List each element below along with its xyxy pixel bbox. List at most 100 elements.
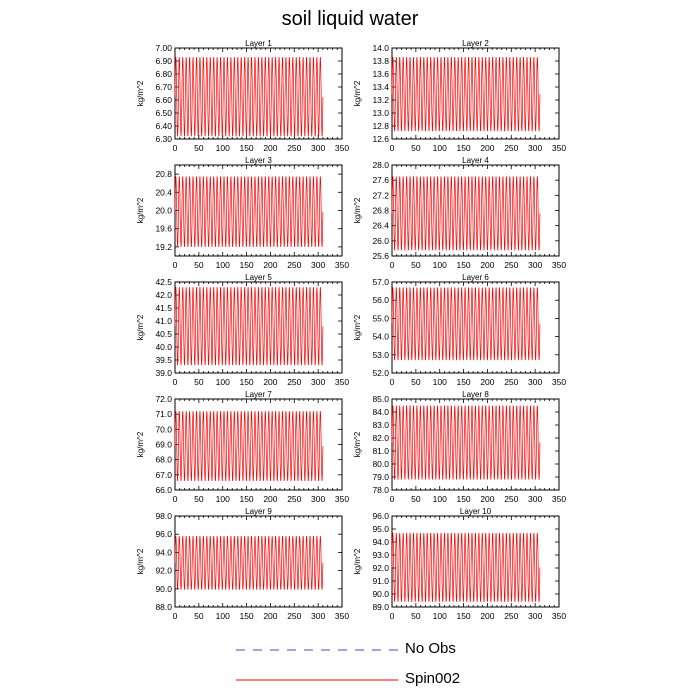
layer-2-ytick-label: 12.8 xyxy=(372,121,389,131)
layer-3-ytick-label: 19.2 xyxy=(155,242,172,252)
layer-5-xtick-label: 50 xyxy=(194,377,204,387)
layer-9-xtick-label: 50 xyxy=(194,611,204,621)
layer-1-xtick-label: 150 xyxy=(239,143,253,153)
layer-1-ytick-label: 6.30 xyxy=(155,134,172,144)
layer-7-xtick-label: 200 xyxy=(263,494,277,504)
layer-10-xtick-label: 200 xyxy=(480,611,494,621)
layer-3-ytick-label: 20.0 xyxy=(155,206,172,216)
layer-9-frame xyxy=(174,515,343,608)
layer-3-xtick-label: 0 xyxy=(173,260,178,270)
layer-3-ylabel: kg/m^2 xyxy=(136,197,145,223)
layer-8-xtick-label: 300 xyxy=(528,494,542,504)
layer-7-ytick-label: 67.0 xyxy=(155,470,172,480)
layer-4-xtick-label: 250 xyxy=(504,260,518,270)
layer-5-title: Layer 5 xyxy=(245,273,272,282)
layer-2-ytick-label: 14.0 xyxy=(372,43,389,53)
layer-2-ytick-label: 13.2 xyxy=(372,95,389,105)
layer-8-xtick-label: 250 xyxy=(504,494,518,504)
layer-8-xtick-label: 150 xyxy=(456,494,470,504)
layer-9-ytick-label: 90.0 xyxy=(155,584,172,594)
layer-7-ytick-label: 71.0 xyxy=(155,409,172,419)
layer-4-ytick-label: 26.8 xyxy=(372,206,389,216)
layer-3-xtick-label: 300 xyxy=(311,260,325,270)
layer-2-series-spin002 xyxy=(391,57,541,132)
layer-8-xtick-label: 100 xyxy=(433,494,447,504)
layer-7-xtick-label: 250 xyxy=(287,494,301,504)
layer-10-title: Layer 10 xyxy=(460,507,492,516)
layer-2-xtick-label: 300 xyxy=(528,143,542,153)
layer-4-xtick-label: 200 xyxy=(480,260,494,270)
layer-1-xtick-label: 0 xyxy=(173,143,178,153)
layer-2-xtick-label: 150 xyxy=(456,143,470,153)
layer-8-ytick-label: 81.0 xyxy=(372,446,389,456)
layer-8-series-spin002 xyxy=(391,405,541,480)
layer-3-xtick-label: 150 xyxy=(239,260,253,270)
layer-8-ylabel: kg/m^2 xyxy=(353,431,362,457)
layer-6-ytick-label: 57.0 xyxy=(372,277,389,287)
layer-2-xtick-label: 350 xyxy=(552,143,566,153)
layer-10-xtick-label: 100 xyxy=(433,611,447,621)
layer-1-xtick-label: 50 xyxy=(194,143,204,153)
layer-9-xtick-label: 300 xyxy=(311,611,325,621)
layer-10-ytick-label: 93.0 xyxy=(372,550,389,560)
layer-3-xtick-label: 350 xyxy=(335,260,349,270)
layer-4-series-spin002 xyxy=(391,176,541,251)
layer-10-xtick-label: 50 xyxy=(411,611,421,621)
layer-9-ytick-label: 92.0 xyxy=(155,566,172,576)
layer-8-ytick-label: 79.0 xyxy=(372,472,389,482)
layer-3-xtick-label: 200 xyxy=(263,260,277,270)
legend-label-no-obs: No Obs xyxy=(405,640,456,657)
layer-10-ytick-label: 90.0 xyxy=(372,589,389,599)
layer-7-ytick-label: 68.0 xyxy=(155,455,172,465)
layer-7-series-spin002 xyxy=(174,411,324,481)
layer-3-xtick-label: 250 xyxy=(287,260,301,270)
layer-5-xtick-label: 200 xyxy=(263,377,277,387)
layer-5-ytick-label: 42.0 xyxy=(155,290,172,300)
layer-5-series-spin002 xyxy=(174,287,324,366)
layer-1-xtick-label: 300 xyxy=(311,143,325,153)
layer-1-xtick-label: 100 xyxy=(216,143,230,153)
layer-1-ytick-label: 6.60 xyxy=(155,95,172,105)
layer-9-xtick-label: 350 xyxy=(335,611,349,621)
layer-7-xtick-label: 0 xyxy=(173,494,178,504)
layer-4-ytick-label: 27.6 xyxy=(372,175,389,185)
layer-5-ytick-label: 42.5 xyxy=(155,277,172,287)
layer-1-title: Layer 1 xyxy=(245,39,272,48)
figure-title: soil liquid water xyxy=(281,8,419,30)
layer-10-xtick-label: 300 xyxy=(528,611,542,621)
layer-3-ytick-label: 20.8 xyxy=(155,169,172,179)
layer-10-ytick-label: 92.0 xyxy=(372,563,389,573)
layer-6-xtick-label: 50 xyxy=(411,377,421,387)
layer-5-xtick-label: 350 xyxy=(335,377,349,387)
layer-4-title: Layer 4 xyxy=(462,156,489,165)
layer-10-xtick-label: 350 xyxy=(552,611,566,621)
layer-5-ytick-label: 39.5 xyxy=(155,355,172,365)
layer-4-xtick-label: 0 xyxy=(390,260,395,270)
layer-1-ytick-label: 6.70 xyxy=(155,82,172,92)
layer-9-xtick-label: 0 xyxy=(173,611,178,621)
layer-6-xtick-label: 0 xyxy=(390,377,395,387)
layer-7-xtick-label: 350 xyxy=(335,494,349,504)
layer-3-series-spin002 xyxy=(174,176,324,247)
layer-8-frame xyxy=(391,398,560,491)
layer-10-ylabel: kg/m^2 xyxy=(353,548,362,574)
layer-6-ytick-label: 56.0 xyxy=(372,295,389,305)
layer-6-ytick-label: 52.0 xyxy=(372,368,389,378)
layer-3-title: Layer 3 xyxy=(245,156,272,165)
layer-2-ylabel: kg/m^2 xyxy=(353,80,362,106)
layer-1-ylabel: kg/m^2 xyxy=(136,80,145,106)
layer-9-ytick-label: 96.0 xyxy=(155,529,172,539)
layer-5-ytick-label: 40.0 xyxy=(155,342,172,352)
layer-9-ytick-label: 88.0 xyxy=(155,602,172,612)
layer-10-xtick-label: 150 xyxy=(456,611,470,621)
layer-8-ytick-label: 82.0 xyxy=(372,433,389,443)
layer-6-xtick-label: 200 xyxy=(480,377,494,387)
layer-5-ytick-label: 40.5 xyxy=(155,329,172,339)
layer-1-ytick-label: 6.80 xyxy=(155,69,172,79)
layer-1-ytick-label: 7.00 xyxy=(155,43,172,53)
layer-3-xtick-label: 50 xyxy=(194,260,204,270)
layer-7-ytick-label: 69.0 xyxy=(155,440,172,450)
layer-10-frame xyxy=(391,515,560,608)
layer-5-frame xyxy=(174,281,343,374)
layer-9-xtick-label: 200 xyxy=(263,611,277,621)
